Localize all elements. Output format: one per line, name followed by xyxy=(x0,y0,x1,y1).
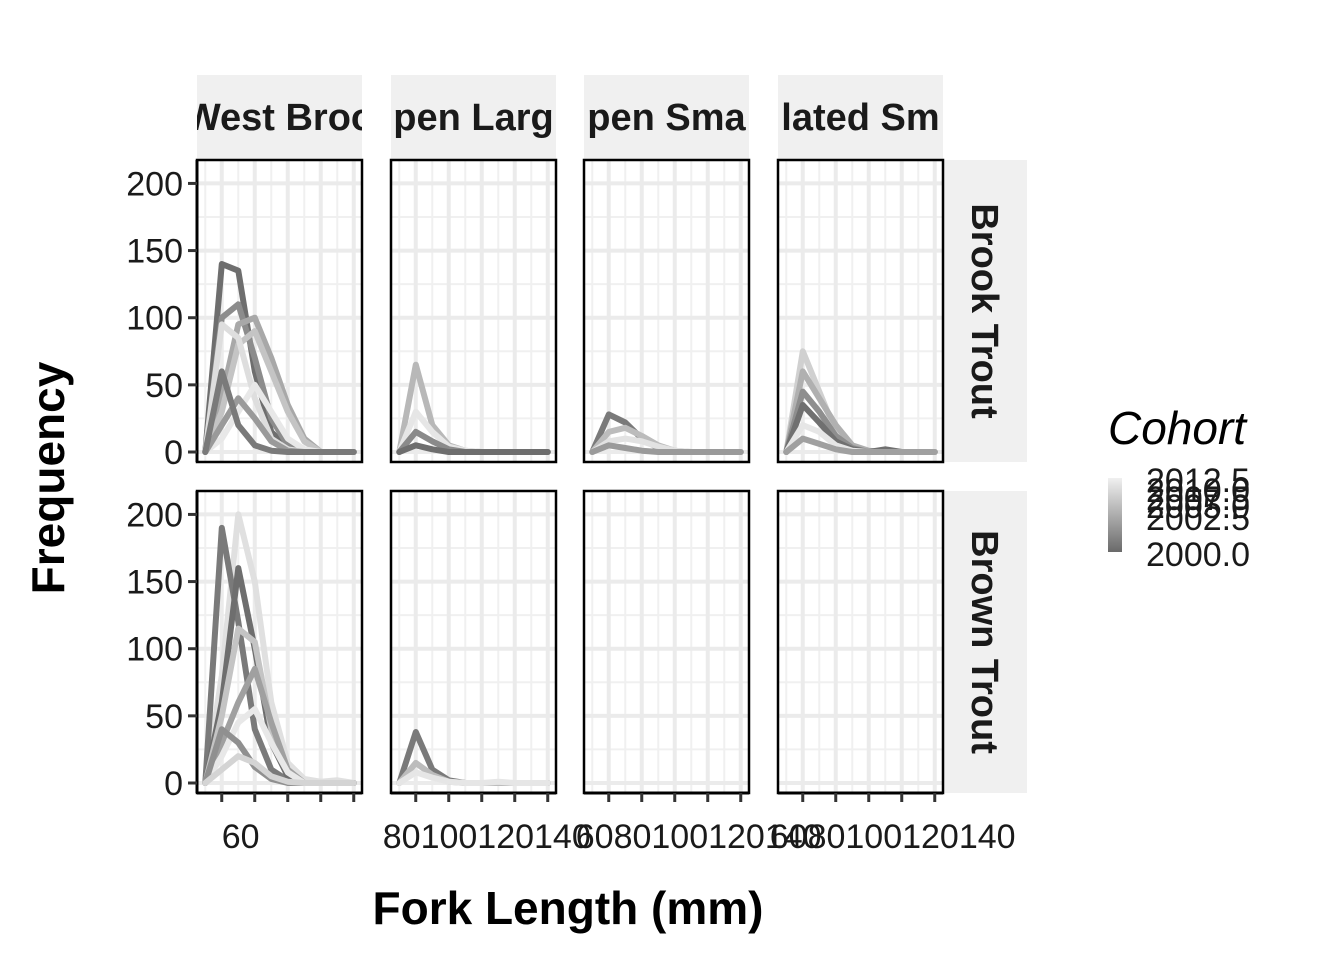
row-strips: Brook Trout Brown Trout xyxy=(943,160,1027,793)
panel-border xyxy=(582,158,751,464)
y-axis-0: 0 50 100 150 200 xyxy=(126,160,199,472)
series-line xyxy=(589,442,744,455)
strip-0: West Broo xyxy=(185,75,374,159)
legend-title: Cohort xyxy=(1108,402,1248,454)
panel-border xyxy=(776,158,945,464)
gridlines xyxy=(391,160,556,462)
strip-label: pen Larg xyxy=(393,97,553,139)
series-lines xyxy=(783,348,938,455)
legend-label: 2012.5 xyxy=(1146,462,1250,500)
series-lines xyxy=(202,261,357,455)
strip-2: pen Sma xyxy=(584,75,749,159)
y-tick-label: 50 xyxy=(145,698,183,736)
legend-label: 2007.5 xyxy=(1146,480,1250,518)
gridlines xyxy=(778,160,943,462)
row-strip-1: Brown Trout xyxy=(943,491,1027,793)
strip-background xyxy=(391,75,556,159)
panel-0-1 xyxy=(389,158,558,464)
panel-background xyxy=(778,491,943,793)
panel-background xyxy=(584,160,749,462)
legend-label: 2010.0 xyxy=(1146,472,1250,510)
strip-label: lated Sm xyxy=(781,97,939,139)
gridlines xyxy=(778,491,943,793)
strip-background xyxy=(943,491,1027,793)
panel-0-0 xyxy=(195,158,364,464)
x-axis-title: Fork Length (mm) xyxy=(373,882,764,934)
y-tick-label: 200 xyxy=(126,496,183,534)
strip-background xyxy=(943,160,1027,462)
strip-1: pen Larg xyxy=(391,75,556,159)
strip-label: pen Sma xyxy=(587,97,746,139)
strip-label: West Broo xyxy=(185,97,374,139)
series-lines xyxy=(202,511,357,786)
x-tick-labels: 80100120140 xyxy=(383,818,591,856)
x-tick-labels: 6080100120140 xyxy=(576,818,822,856)
column-strips: West Broo pen Larg pen Sma lated Sm xyxy=(185,75,943,159)
row-strip-label: Brook Trout xyxy=(963,203,1005,419)
panel-1-0 xyxy=(195,489,364,795)
panel-0-2 xyxy=(582,158,751,464)
y-tick-label: 0 xyxy=(164,765,183,803)
x-tick-labels: 6080100120140 xyxy=(770,818,1016,856)
strip-background xyxy=(584,75,749,159)
panel-background xyxy=(584,491,749,793)
y-axis-title: Frequency xyxy=(22,361,74,594)
y-tick-label: 150 xyxy=(126,233,183,271)
panel-border xyxy=(389,158,558,464)
y-axis-1: 0 50 100 150 200 xyxy=(126,491,199,803)
y-tick-label: 50 xyxy=(145,367,183,405)
y-tick-label: 100 xyxy=(126,300,183,338)
strip-background xyxy=(197,75,362,159)
series-line xyxy=(202,368,357,455)
panel-1-3 xyxy=(776,489,945,795)
x-axis-0: 60 xyxy=(197,791,362,856)
panel-0-3 xyxy=(776,158,945,464)
series-line xyxy=(783,435,938,455)
series-line xyxy=(202,753,357,786)
y-tick-label: 0 xyxy=(164,434,183,472)
x-tick-labels: 60 xyxy=(222,818,260,856)
strip-3: lated Sm xyxy=(778,75,943,159)
strip-background xyxy=(778,75,943,159)
series-lines xyxy=(589,411,744,455)
row-strip-0: Brook Trout xyxy=(943,160,1027,462)
legend-label: 2005.0 xyxy=(1146,488,1250,526)
gridlines xyxy=(584,491,749,793)
panel-1-2 xyxy=(582,489,751,795)
legend-label: 2002.5 xyxy=(1146,500,1250,538)
series-lines xyxy=(396,361,551,455)
panels xyxy=(195,158,945,795)
series-line xyxy=(396,442,551,455)
series-line xyxy=(396,769,551,786)
legend-colorbar xyxy=(1108,478,1122,552)
x-axis-1: 80100120140 xyxy=(383,791,591,856)
y-tick-label: 150 xyxy=(126,564,183,602)
panel-1-1 xyxy=(389,489,558,795)
x-axis-3: 6080100120140 xyxy=(770,791,1016,856)
x-axis-2: 6080100120140 xyxy=(576,791,822,856)
y-axes: 0 50 100 150 200 0 50 100 150 200 xyxy=(126,160,199,803)
series-lines xyxy=(396,729,551,786)
gridlines xyxy=(584,160,749,462)
legend: Cohort 2012.52010.02007.52005.02002.5200… xyxy=(1108,402,1250,574)
row-strip-label: Brown Trout xyxy=(963,530,1005,754)
y-tick-label: 200 xyxy=(126,165,183,203)
legend-label: 2000.0 xyxy=(1146,536,1250,574)
y-tick-label: 100 xyxy=(126,631,183,669)
